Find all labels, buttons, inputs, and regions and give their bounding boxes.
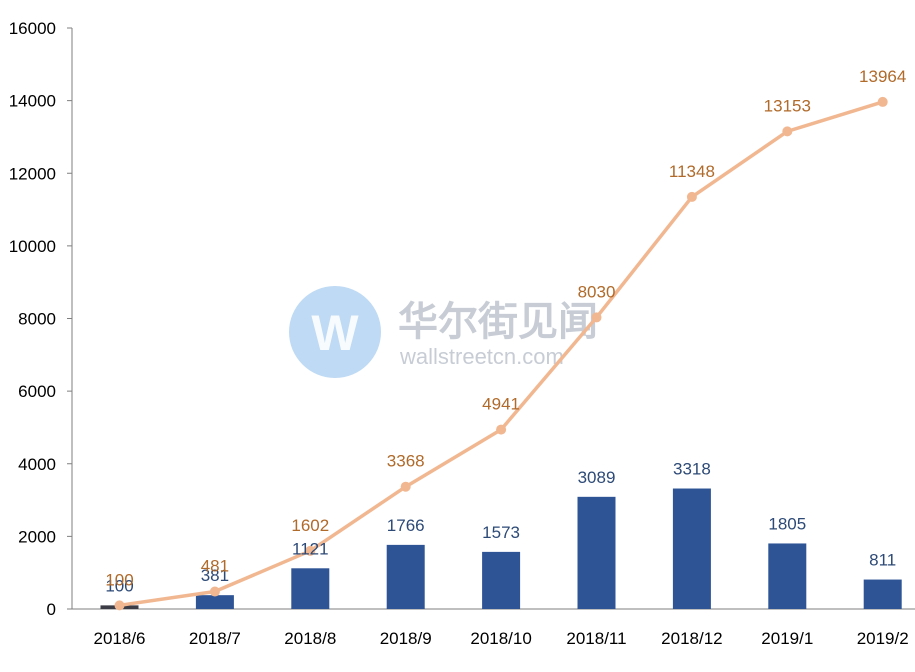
- y-tick-label: 14000: [9, 92, 56, 111]
- line-point: [877, 96, 888, 107]
- bar-series: [100, 488, 902, 609]
- line-point: [591, 312, 602, 323]
- watermark-logo-circle: [289, 286, 381, 378]
- y-tick-label: 16000: [9, 19, 56, 38]
- watermark: W 华尔街见闻 wallstreetcn.com: [289, 286, 598, 378]
- bar-value-label: 3089: [578, 468, 616, 487]
- bar-value-label: 1573: [482, 523, 520, 542]
- line-value-label: 4941: [482, 395, 520, 414]
- line-value-label: 481: [201, 557, 229, 576]
- line-point: [686, 191, 697, 202]
- bar-value-label: 1805: [768, 514, 806, 533]
- bar: [863, 579, 902, 609]
- x-tick-label: 2018/6: [94, 629, 146, 648]
- line-point: [209, 586, 220, 597]
- x-tick-label: 2018/11: [566, 629, 626, 648]
- watermark-site: wallstreetcn.com: [399, 344, 564, 369]
- y-tick-label: 2000: [18, 527, 56, 546]
- x-tick-label: 2018/12: [661, 629, 722, 648]
- bar-value-label: 100: [105, 576, 133, 595]
- y-tick-label: 0: [47, 600, 56, 619]
- line-point: [496, 424, 507, 435]
- bar-value-label: 381: [201, 566, 229, 585]
- line-value-label: 8030: [578, 282, 616, 301]
- bar: [195, 595, 234, 609]
- bar-value-label: 1766: [387, 516, 425, 535]
- axes: 0 2000 4000 6000 8000 10000 12000 14000 16000 201…: [9, 19, 915, 648]
- data-labels: 100 381 1121 1766 1573 3089 3318 1805 811 100 481 1…: [105, 67, 906, 595]
- x-tick-label: 2018/10: [470, 629, 531, 648]
- x-tick-label: 2018/9: [380, 629, 432, 648]
- line-value-label: 3368: [387, 452, 425, 471]
- line-series: [114, 96, 888, 611]
- bar: [577, 496, 616, 609]
- watermark-name: 华尔街见闻: [398, 299, 598, 345]
- watermark-logo-letter: W: [311, 305, 359, 361]
- bar: [291, 568, 330, 609]
- y-tick-label: 6000: [18, 382, 56, 401]
- bar: [386, 544, 425, 609]
- line-value-label: 13964: [859, 67, 906, 86]
- bar-value-label: 811: [869, 551, 896, 570]
- line-point: [305, 545, 316, 556]
- x-tick-label: 2018/7: [189, 629, 241, 648]
- line-value-label: 11348: [669, 162, 715, 181]
- bar-value-label: 1121: [292, 539, 329, 558]
- y-tick-label: 10000: [9, 237, 56, 256]
- y-tick-label: 8000: [18, 310, 56, 329]
- line-value-label: 1602: [291, 516, 329, 535]
- bar: [482, 551, 521, 609]
- line-point: [400, 481, 411, 492]
- bar: [768, 543, 807, 609]
- x-tick-label: 2019/1: [761, 629, 813, 648]
- line-value-label: 100: [105, 570, 133, 589]
- bar: [672, 488, 711, 609]
- line-point: [114, 600, 125, 611]
- y-tick-label: 4000: [18, 455, 56, 474]
- line-point: [782, 126, 793, 137]
- line-value-label: 13153: [764, 96, 811, 115]
- x-tick-label: 2019/2: [857, 629, 909, 648]
- x-tick-label: 2018/8: [284, 629, 336, 648]
- y-tick-label: 12000: [9, 164, 56, 183]
- bar-value-label: 3318: [673, 460, 711, 479]
